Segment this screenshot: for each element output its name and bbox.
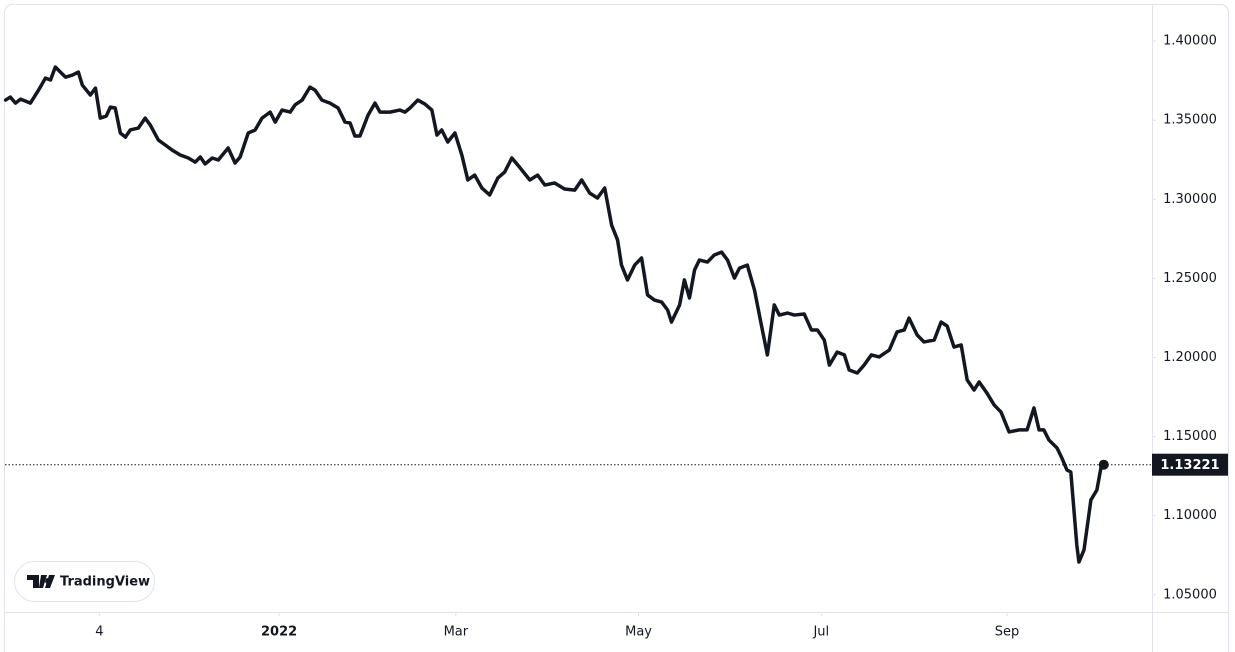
watermark-logo	[27, 575, 52, 588]
y-tick-label: 1.40000	[1163, 34, 1217, 49]
y-tick-label: 1.10000	[1163, 508, 1217, 523]
watermark-text: TradingView	[60, 575, 150, 590]
x-tick-label: Jul	[812, 625, 829, 640]
y-tick-label: 1.20000	[1163, 350, 1217, 365]
x-tick-label: May	[625, 625, 652, 640]
y-tick-label: 1.25000	[1163, 271, 1217, 286]
y-tick-label: 1.30000	[1163, 192, 1217, 207]
y-tick-label: 1.15000	[1163, 429, 1217, 444]
x-tick-label: Mar	[444, 625, 469, 640]
last-price-badge	[1152, 453, 1228, 476]
last-point	[1098, 459, 1109, 470]
price-line	[3, 65, 1106, 564]
x-tick-label: 2022	[261, 625, 297, 640]
y-tick-label: 1.05000	[1163, 587, 1217, 602]
x-tick-label: 4	[95, 625, 103, 640]
watermark-badge	[14, 561, 155, 602]
last-price-label: 1.13221	[1160, 458, 1219, 473]
x-tick-label: Sep	[995, 625, 1020, 640]
chart-frame	[4, 4, 1229, 652]
plot: 1.05000 1.10000 1.15000 1.20000 1.25000 1.300…	[3, 34, 1228, 640]
watermark: TradingView	[14, 561, 155, 602]
y-tick-label: 1.35000	[1163, 113, 1217, 128]
watermark-logo-part	[45, 575, 55, 588]
